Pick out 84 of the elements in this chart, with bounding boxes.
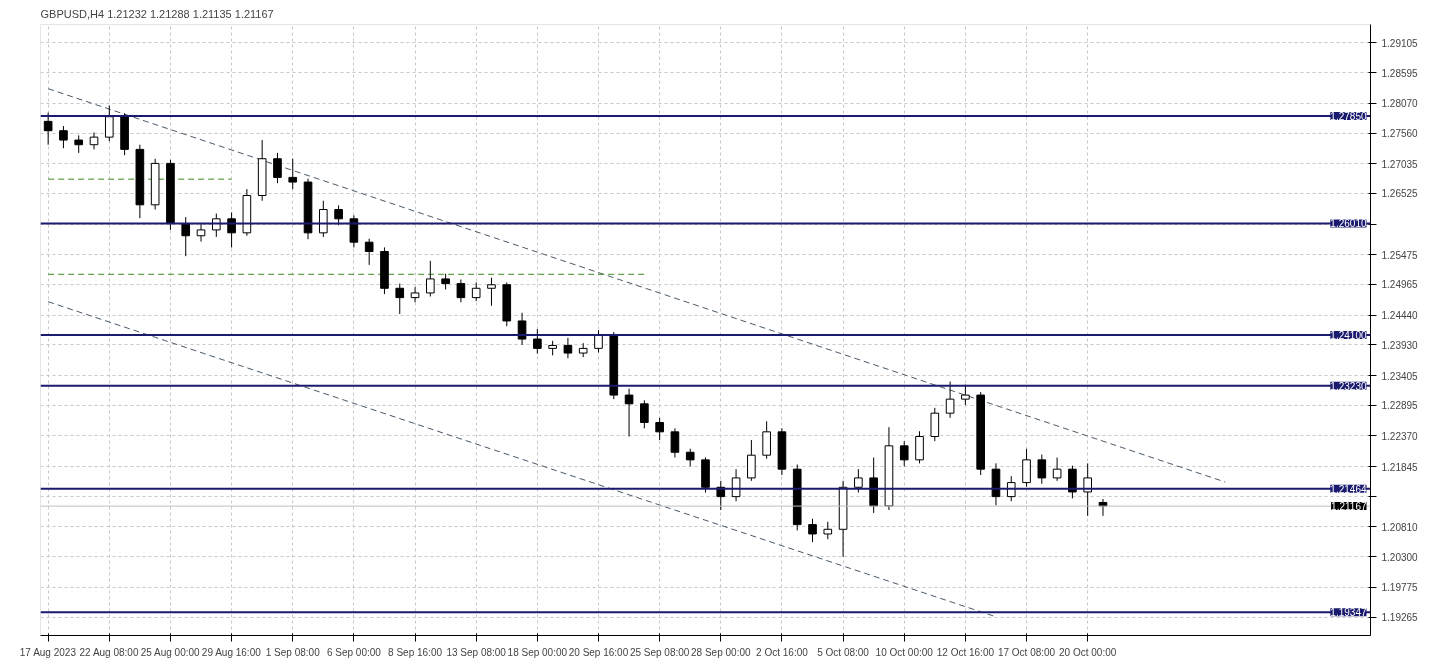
y-tick-label: 1.19265 [1381,612,1419,624]
candlestick [1083,462,1093,517]
candlestick [196,223,206,243]
candlestick [1022,448,1031,488]
candlestick [762,420,771,460]
candlestick [395,283,405,315]
x-tick-label: 28 Sep 00:00 [691,646,751,658]
x-tick-label: 18 Sep 00:00 [507,646,568,658]
candlestick [1037,454,1047,485]
y-tick-label: 1.21845 [1381,461,1419,473]
chart-title: GBPUSD,H4 1.21232 1.21288 1.21135 1.21167 [40,7,274,20]
candlestick [456,279,466,303]
y-tick-label: 1.19775 [1381,582,1419,594]
candlestick [899,440,909,467]
candlestick [334,204,343,226]
x-tick-label: 5 Oct 08:00 [817,646,870,658]
ref-line-label: 1.21167 [1331,501,1367,513]
candlestick [364,238,374,266]
y-tick-label: 1.20810 [1381,521,1419,533]
y-tick-label: 1.23930 [1381,339,1419,351]
candlestick [731,468,741,502]
candlestick [273,152,282,184]
y-tick-label: 1.27560 [1381,128,1419,140]
y-tick-label: 1.20300 [1381,551,1419,563]
x-tick-label: 29 Aug 16:00 [201,646,262,658]
y-tick-label: 1.24440 [1381,310,1419,322]
candlestick [624,388,634,437]
candlestick [640,399,649,429]
x-tick-label: 10 Oct 00:00 [875,646,934,658]
candlestick [533,328,542,355]
x-tick-label: 2 Oct 16:00 [756,646,809,658]
candlestick [915,430,924,464]
x-tick-label: 17 Oct 08:00 [997,646,1056,658]
x-tick-label: 22 Aug 08:00 [79,646,139,658]
y-tick-label: 1.23405 [1381,370,1419,382]
candlestick [318,200,328,238]
x-tick-label: 17 Aug 2023 [19,646,77,658]
ref-line-label: 1.21464 [1330,483,1367,495]
candlestick [808,518,817,543]
y-tick-label: 1.24965 [1381,279,1419,291]
x-tick-label: 20 Sep 16:00 [568,646,629,658]
x-tick-label: 12 Oct 16:00 [936,646,995,658]
y-tick-label: 1.28070 [1381,98,1419,110]
x-tick-label: 25 Aug 00:00 [140,646,201,658]
ref-line-label: 1.24100 [1330,329,1367,341]
ref-line-label: 1.26010 [1330,218,1367,230]
candlestick [945,381,955,419]
x-tick-label: 8 Sep 16:00 [388,646,443,658]
x-tick-label: 20 Oct 00:00 [1059,646,1117,658]
ref-line-label: 1.27850 [1330,111,1367,123]
y-tick-label: 1.29105 [1381,37,1419,49]
y-tick-label: 1.27035 [1381,158,1419,170]
candlestick [487,277,496,307]
candlestick [1068,465,1077,499]
candlestick [181,216,191,257]
candlestick [288,158,298,190]
candlestick [594,329,603,353]
x-tick-label: 13 Sep 08:00 [446,646,507,658]
y-tick-label: 1.25475 [1381,249,1419,261]
y-tick-label: 1.22370 [1381,430,1419,442]
candlestick [89,131,99,150]
y-tick-label: 1.26525 [1381,188,1419,200]
candlestick [854,468,863,494]
y-tick-label: 1.22895 [1381,400,1419,412]
candlestick [43,112,53,146]
x-tick-label: 1 Sep 08:00 [265,646,321,658]
candlestick [471,281,481,302]
x-tick-label: 6 Sep 00:00 [326,646,382,658]
candlestick [59,125,68,149]
candlestick [670,427,680,459]
candlestick [563,337,573,359]
ref-line-label: 1.19347 [1330,607,1367,619]
candlestick [517,312,527,346]
candlestick [655,417,664,441]
candlestick [1052,457,1062,482]
x-tick-label: 25 Sep 08:00 [629,646,690,658]
candlestick [104,105,114,142]
candlestick [747,439,756,482]
ref-line-label: 1.23230 [1330,380,1367,392]
candlestick [410,286,420,303]
candlestick [349,214,359,248]
candlestick [426,260,435,297]
y-tick-label: 1.28595 [1381,67,1419,79]
candlestick [930,407,940,442]
